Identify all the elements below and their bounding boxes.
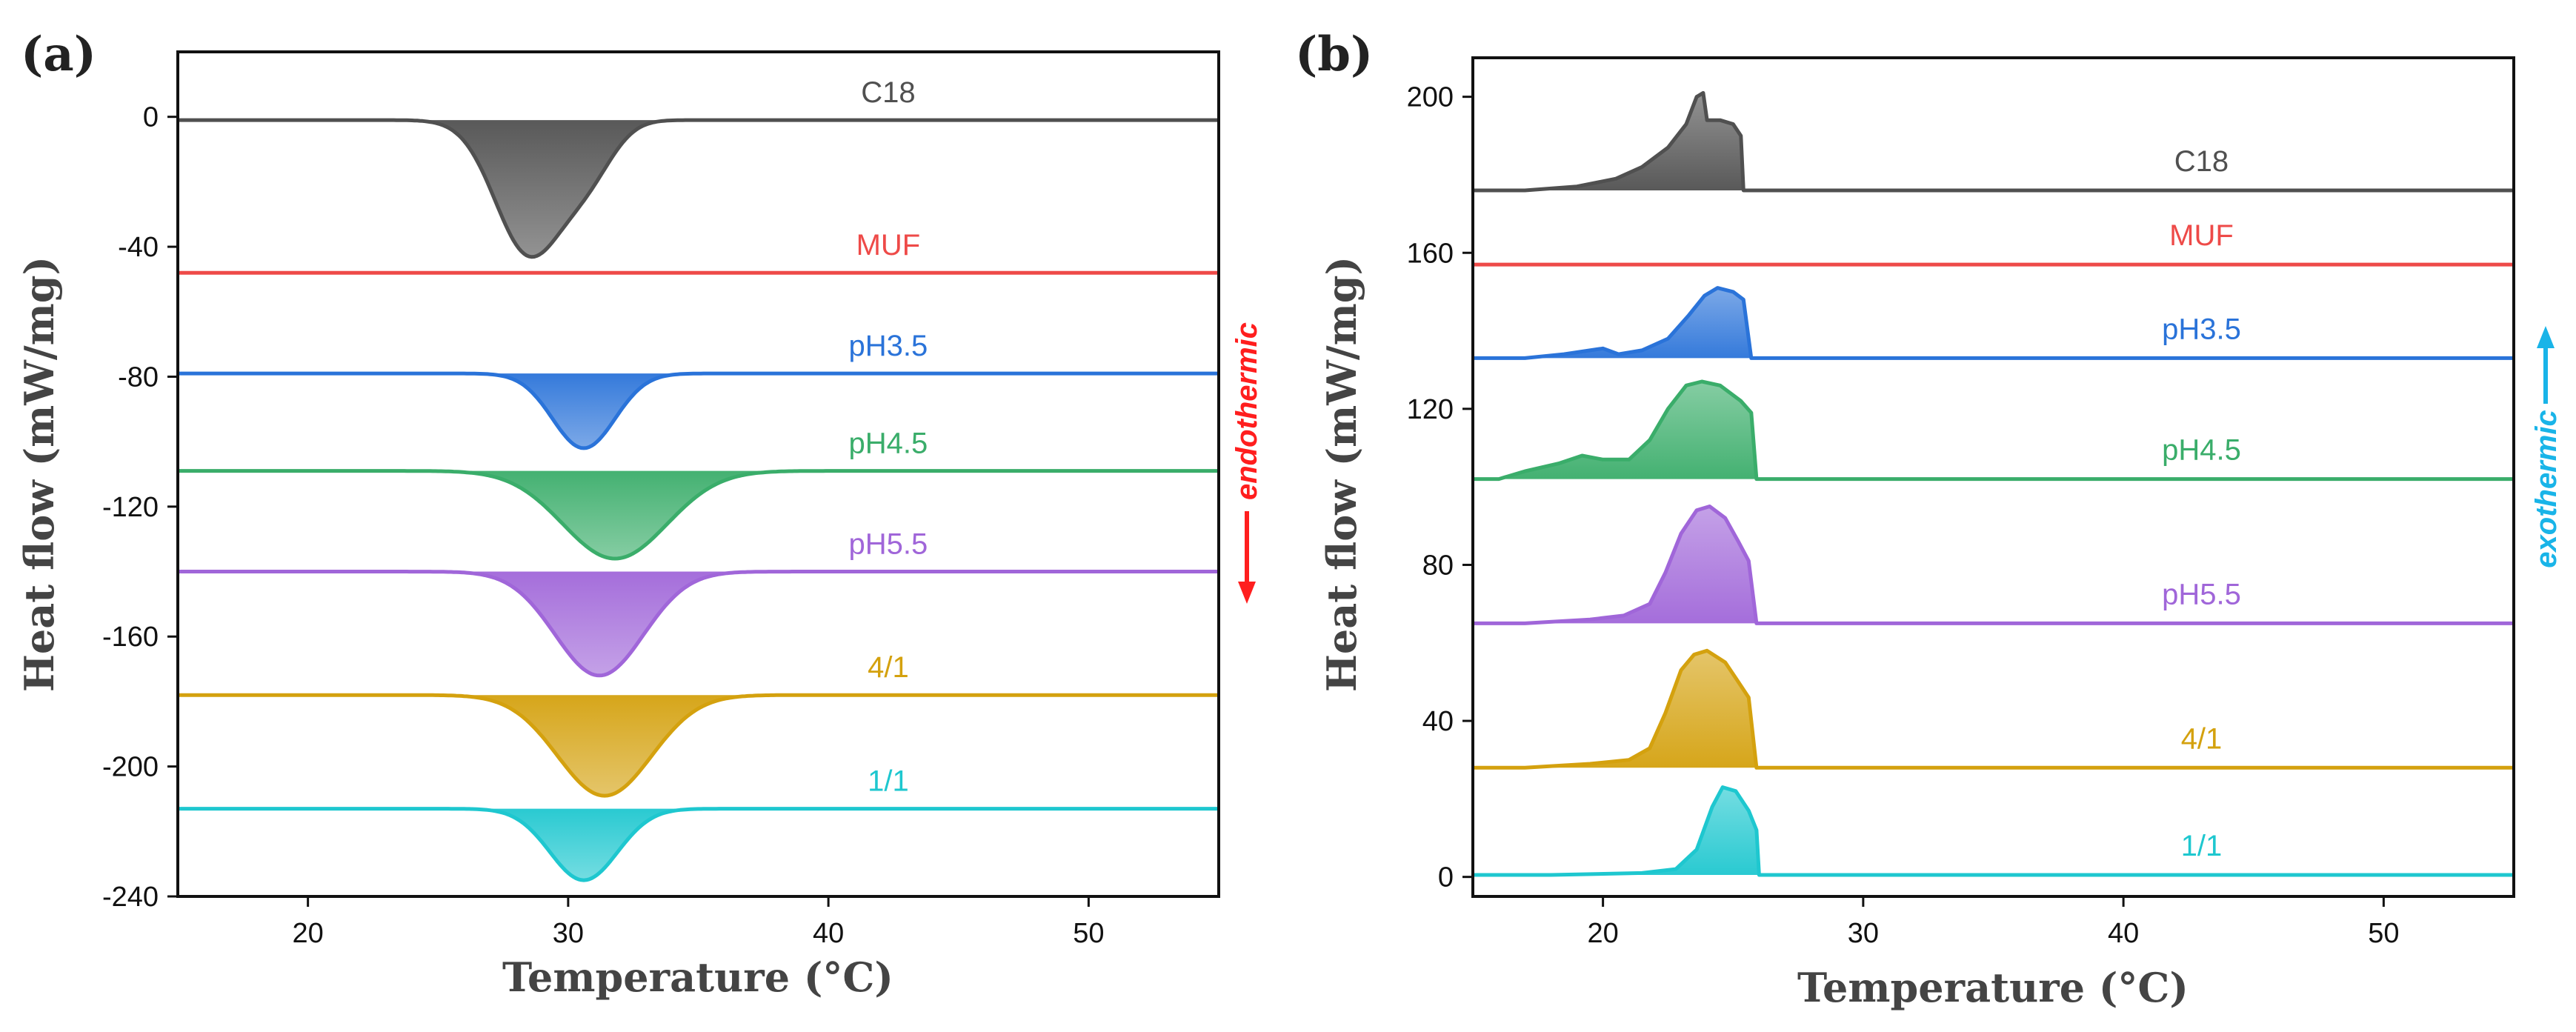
y-tick-label: 200 (1407, 82, 1454, 113)
series-label-ph5-5: pH5.5 (849, 528, 928, 561)
panel-b-x-axis-title: Temperature (°C) (1797, 964, 2189, 1011)
series-fill-1-1 (1473, 787, 2514, 875)
panel-a-x-axis-title: Temperature (°C) (502, 953, 893, 1001)
x-tick-label: 50 (1073, 918, 1104, 949)
x-tick-label: 20 (1587, 918, 1618, 949)
series-fill-c18 (1473, 93, 2514, 191)
y-tick-label: -160 (102, 622, 159, 653)
y-tick-label: -120 (102, 492, 159, 523)
series-fill-4-1 (1473, 650, 2514, 768)
y-tick-label: 0 (1438, 862, 1454, 893)
x-tick-label: 30 (1848, 918, 1879, 949)
series-label-c18: C18 (2174, 145, 2229, 178)
series-fill-ph3-5 (1473, 287, 2514, 359)
series-label-muf: MUF (856, 229, 921, 262)
series-label-ph4-5: pH4.5 (849, 427, 928, 460)
series-line-ph4-5 (178, 469, 1219, 561)
y-tick-label: 120 (1407, 394, 1454, 425)
series-line-c18 (1473, 90, 2514, 193)
series-label-muf: MUF (2169, 219, 2234, 252)
series-label-ph5-5: pH5.5 (2162, 578, 2241, 610)
panel-b-label: (b) (1295, 27, 1373, 82)
series-line-4-1 (1473, 648, 2514, 770)
panel-b-series: C18 MUF pH3.5 pH4.5 pH5.5 4/1 1/1 (1473, 90, 2514, 877)
arrow-down-icon (1238, 582, 1256, 604)
panel-a-y-axis-title: Heat flow (mW/mg) (16, 256, 63, 692)
x-tick-label: 40 (2108, 918, 2139, 949)
series-line-c18 (178, 118, 1219, 259)
series-label-ph3-5: pH3.5 (849, 330, 928, 362)
endothermic-annotation: endothermic (1231, 322, 1263, 604)
x-tick-label: 20 (292, 918, 323, 949)
series-label-4-1: 4/1 (868, 651, 909, 684)
panel-a-y-ticks: 0 -40 -80 -120 -160 -200 -240 (102, 102, 178, 913)
series-line-ph3-5 (1473, 286, 2514, 360)
arrow-up-icon (2537, 326, 2555, 348)
series-fill-ph5-5 (178, 571, 1219, 676)
series-fill-ph4-5 (1473, 382, 2514, 479)
y-tick-label: 0 (143, 102, 159, 133)
x-tick-label: 30 (553, 918, 584, 949)
y-tick-label: -200 (102, 752, 159, 783)
series-fill-ph3-5 (178, 373, 1219, 448)
series-fill-c18 (178, 120, 1219, 257)
y-tick-label: 80 (1422, 550, 1454, 581)
panel-b-x-ticks: 20 30 40 50 (1587, 896, 2400, 949)
exothermic-label: exothermic (2530, 410, 2563, 567)
series-line-4-1 (178, 693, 1219, 798)
panel-a-frame (176, 50, 1220, 898)
series-line-ph3-5 (178, 371, 1219, 450)
series-fill-ph4-5 (178, 470, 1219, 559)
series-label-1-1: 1/1 (2181, 830, 2223, 862)
y-tick-label: -80 (118, 362, 159, 393)
panel-b-y-axis-title: Heat flow (mW/mg) (1318, 256, 1365, 692)
panel-a: (a) C18 MUF pH3.5 pH4.5 pH5.5 4/1 1/1 20 30 40 50… (16, 27, 1263, 1001)
series-fill-ph5-5 (1473, 506, 2514, 624)
y-tick-label: 160 (1407, 238, 1454, 269)
x-tick-label: 50 (2368, 918, 2399, 949)
series-line-1-1 (1473, 785, 2514, 877)
y-tick-label: -40 (118, 232, 159, 263)
endothermic-label: endothermic (1231, 322, 1263, 500)
panel-b: (b) C18 MUF pH3.5 pH4.5 pH5.5 4/1 1/1 20 30 40 50… (1295, 27, 2563, 1011)
series-line-ph5-5 (1473, 505, 2514, 625)
series-label-c18: C18 (861, 76, 915, 109)
y-tick-label: 40 (1422, 706, 1454, 737)
series-fill-1-1 (178, 808, 1219, 881)
y-tick-label: -240 (102, 882, 159, 913)
series-line-1-1 (178, 807, 1219, 882)
panel-a-x-ticks: 20 30 40 50 (292, 896, 1105, 949)
panel-b-frame (1471, 56, 2515, 898)
series-label-1-1: 1/1 (868, 765, 909, 798)
series-label-ph3-5: pH3.5 (2162, 313, 2241, 345)
series-line-ph4-5 (1473, 379, 2514, 482)
series-label-ph4-5: pH4.5 (2162, 434, 2241, 467)
series-label-4-1: 4/1 (2181, 722, 2223, 755)
panel-b-y-ticks: 0 40 80 120 160 200 (1407, 82, 1473, 893)
x-tick-label: 40 (813, 918, 844, 949)
panel-a-series: C18 MUF pH3.5 pH4.5 pH5.5 4/1 1/1 (178, 76, 1219, 882)
exothermic-annotation: exothermic (2530, 326, 2563, 568)
panel-a-label: (a) (21, 27, 96, 82)
series-line-ph5-5 (178, 570, 1219, 678)
